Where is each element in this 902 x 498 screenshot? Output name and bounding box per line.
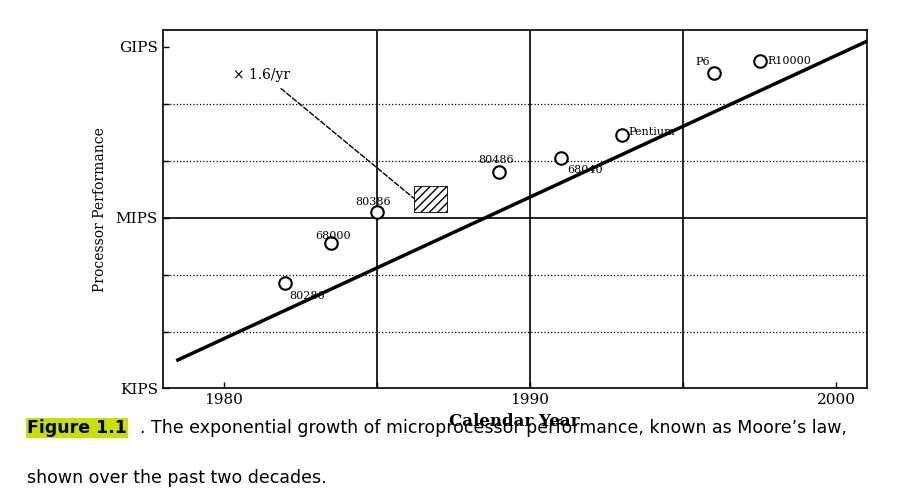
Text: 80286: 80286 [290, 291, 325, 301]
Y-axis label: Processor Performance: Processor Performance [93, 126, 107, 292]
Text: P6: P6 [695, 57, 709, 67]
X-axis label: Calendar Year: Calendar Year [449, 413, 579, 430]
Text: 68000: 68000 [316, 232, 351, 242]
Text: Figure 1.1: Figure 1.1 [27, 419, 127, 437]
Text: × 1.6/yr: × 1.6/yr [233, 68, 290, 82]
Text: shown over the past two decades.: shown over the past two decades. [27, 469, 327, 487]
Text: R10000: R10000 [767, 56, 810, 66]
Text: Pentium: Pentium [627, 127, 674, 137]
Text: 68040: 68040 [566, 165, 602, 175]
Text: 80486: 80486 [477, 155, 513, 165]
Text: 80386: 80386 [355, 197, 391, 207]
Text: . The exponential growth of microprocessor performance, known as Moore’s law,: . The exponential growth of microprocess… [140, 419, 846, 437]
